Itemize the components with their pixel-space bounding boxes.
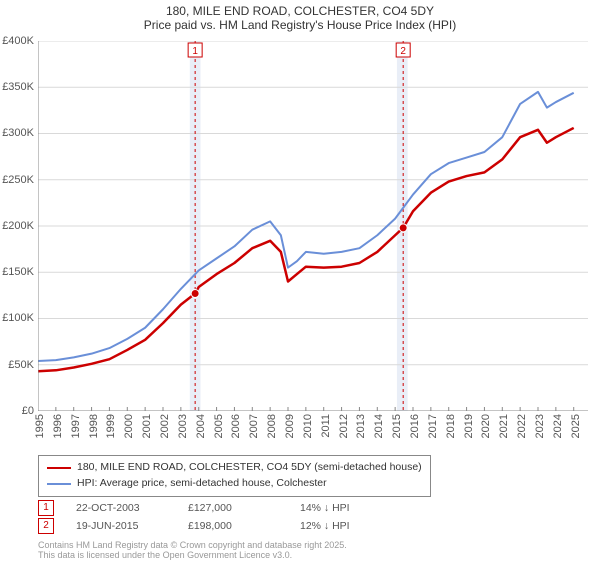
y-axis-label: £250K [2,174,34,186]
sale-delta: 14% ↓ HPI [300,502,390,514]
y-axis-label: £150K [2,266,34,278]
legend-label: HPI: Average price, semi-detached house,… [77,476,327,492]
title-line-1: 180, MILE END ROAD, COLCHESTER, CO4 5DY [0,4,600,18]
legend: 180, MILE END ROAD, COLCHESTER, CO4 5DY … [38,455,431,497]
footer: Contains HM Land Registry data © Crown c… [38,541,347,561]
x-axis-label: 2016 [409,414,421,438]
x-axis-label: 2006 [230,414,242,438]
y-axis-label: £50K [8,359,34,371]
sale-date: 22-OCT-2003 [76,502,166,514]
x-axis-label: 2020 [480,414,492,438]
x-axis-label: 1996 [52,414,64,438]
sale-row: 1 22-OCT-2003 £127,000 14% ↓ HPI [38,500,390,516]
x-axis-label: 1998 [88,414,100,438]
y-axis-label: £100K [2,312,34,324]
x-axis-label: 2024 [552,414,564,438]
x-axis-label: 2007 [248,414,260,438]
x-axis-label: 2021 [498,414,510,438]
sale-marker: 2 [38,518,54,534]
footer-line-2: This data is licensed under the Open Gov… [38,551,347,561]
legend-swatch [47,467,71,469]
x-axis-label: 2025 [570,414,582,438]
chart-svg: 12 [38,41,588,411]
x-axis-label: 2004 [195,414,207,438]
x-axis-label: 2011 [320,414,332,438]
y-axis-label: £200K [2,220,34,232]
y-axis-label: £0 [22,405,34,417]
svg-text:1: 1 [192,46,198,57]
legend-swatch [47,483,71,485]
sale-row: 2 19-JUN-2015 £198,000 12% ↓ HPI [38,518,390,534]
sale-marker: 1 [38,500,54,516]
y-axis-label: £400K [2,35,34,47]
x-axis-label: 1999 [105,414,117,438]
x-axis-label: 2022 [516,414,528,438]
x-axis-label: 1997 [70,414,82,438]
x-axis-label: 2010 [302,414,314,438]
x-axis-label: 2001 [141,414,153,438]
x-axis-label: 2015 [391,414,403,438]
sale-date: 19-JUN-2015 [76,520,166,532]
legend-label: 180, MILE END ROAD, COLCHESTER, CO4 5DY … [77,460,422,476]
x-axis-label: 2017 [427,414,439,438]
x-axis-label: 2009 [284,414,296,438]
x-axis-label: 2002 [159,414,171,438]
x-axis-label: 2008 [266,414,278,438]
svg-text:2: 2 [400,46,406,57]
x-axis-label: 2012 [338,414,350,438]
title-block: 180, MILE END ROAD, COLCHESTER, CO4 5DY … [0,0,600,33]
sale-price: £198,000 [188,520,278,532]
chart-area: 12 £0£50K£100K£150K£200K£250K£300K£350K£… [38,41,588,411]
x-axis-label: 2014 [373,414,385,438]
x-axis-label: 2000 [123,414,135,438]
legend-item-price-paid: 180, MILE END ROAD, COLCHESTER, CO4 5DY … [47,460,422,476]
title-line-2: Price paid vs. HM Land Registry's House … [0,18,600,32]
y-axis-label: £350K [2,81,34,93]
x-axis-label: 2019 [463,414,475,438]
legend-item-hpi: HPI: Average price, semi-detached house,… [47,476,422,492]
x-axis-label: 1995 [34,414,46,438]
sale-price: £127,000 [188,502,278,514]
chart-container: 180, MILE END ROAD, COLCHESTER, CO4 5DY … [0,0,600,560]
x-axis-label: 2023 [534,414,546,438]
x-axis-label: 2003 [177,414,189,438]
x-axis-label: 2018 [445,414,457,438]
y-axis-label: £300K [2,127,34,139]
sales-table: 1 22-OCT-2003 £127,000 14% ↓ HPI 2 19-JU… [38,498,390,534]
x-axis-label: 2005 [213,414,225,438]
x-axis-label: 2013 [355,414,367,438]
sale-delta: 12% ↓ HPI [300,520,390,532]
